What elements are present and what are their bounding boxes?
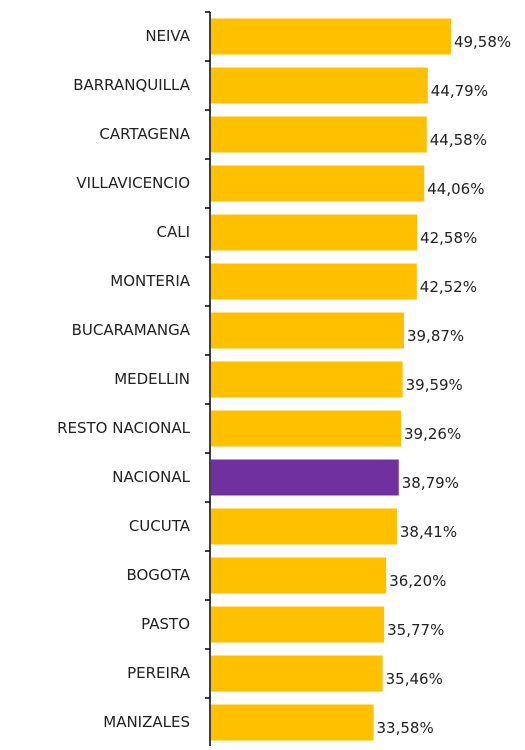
value-label: 38,41% (400, 523, 457, 541)
bar (211, 263, 417, 300)
value-label: 42,58% (420, 229, 477, 247)
value-label: 44,06% (427, 180, 484, 198)
category-label: MONTERIA (110, 272, 190, 290)
category-label: MEDELLIN (114, 370, 190, 388)
bar (211, 508, 397, 545)
category-label: NEIVA (145, 27, 190, 45)
value-label: 33,58% (377, 719, 434, 737)
category-label: MANIZALES (103, 713, 190, 731)
value-label: 39,59% (406, 376, 463, 394)
bar (211, 410, 402, 447)
value-label: 38,79% (402, 474, 459, 492)
value-label: 39,26% (404, 425, 461, 443)
category-label: BUCARAMANGA (72, 321, 191, 339)
bar (211, 655, 383, 692)
value-label: 44,79% (431, 82, 488, 100)
category-label: BOGOTA (126, 566, 190, 584)
value-label: 49,58% (454, 33, 511, 51)
bar (211, 67, 428, 104)
value-label: 44,58% (430, 131, 487, 149)
bar (211, 361, 403, 398)
bar (211, 116, 427, 153)
category-label: PEREIRA (127, 664, 191, 682)
value-label: 36,20% (389, 572, 446, 590)
bar (211, 606, 385, 643)
category-label: CARTAGENA (99, 125, 190, 143)
category-label: RESTO NACIONAL (57, 419, 191, 437)
bar (211, 704, 374, 741)
value-label: 35,77% (387, 621, 444, 639)
bar (211, 312, 404, 349)
category-label: NACIONAL (112, 468, 190, 486)
category-label: BARRANQUILLA (73, 76, 191, 94)
value-label: 35,46% (386, 670, 443, 688)
category-label: VILLAVICENCIO (76, 174, 190, 192)
value-label: 39,87% (407, 327, 464, 345)
category-label: CUCUTA (129, 517, 191, 535)
bar (211, 459, 399, 496)
category-label: CALI (156, 223, 190, 241)
bar (211, 18, 451, 55)
category-label: PASTO (141, 615, 190, 633)
bar (211, 557, 387, 594)
bar (211, 165, 425, 202)
bar (211, 214, 418, 251)
value-label: 42,52% (420, 278, 477, 296)
